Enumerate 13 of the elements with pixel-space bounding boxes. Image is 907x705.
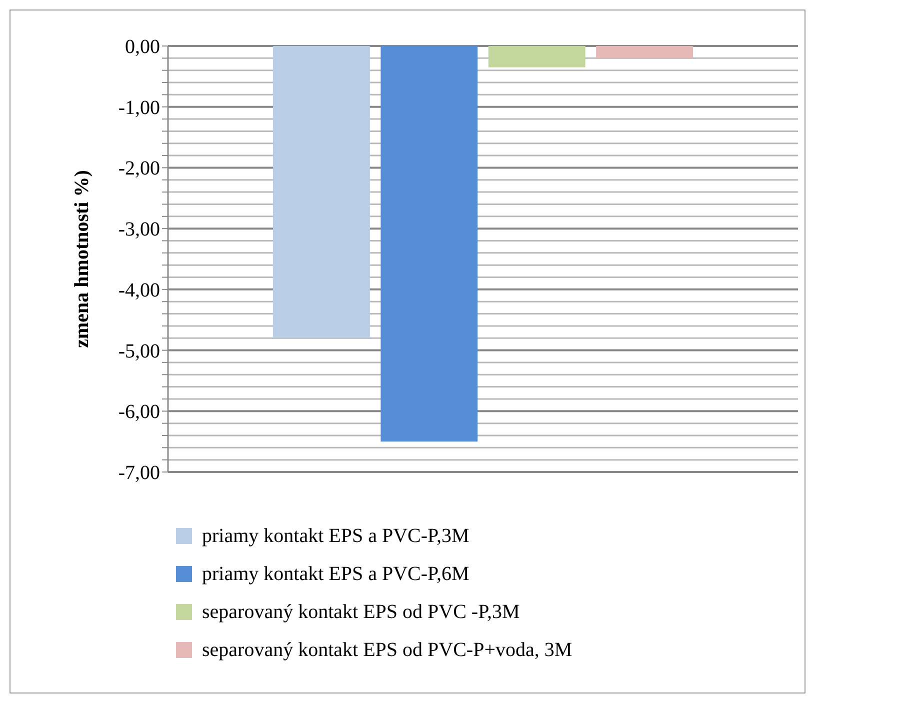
y-tick-label: -6,00 <box>118 401 160 424</box>
legend-label: separovaný kontakt EPS od PVC -P,3M <box>202 601 520 623</box>
y-tick-label: -1,00 <box>118 96 160 119</box>
legend-label: separovaný kontakt EPS od PVC-P+voda, 3M <box>202 639 572 661</box>
legend-label: priamy kontakt EPS a PVC-P,6M <box>202 563 470 585</box>
y-tick-label: -3,00 <box>118 218 160 241</box>
y-axis-title: zmena hmotnosti %) <box>71 170 93 348</box>
legend-label: priamy kontakt EPS a PVC-P,3M <box>202 525 470 547</box>
y-tick-label: -4,00 <box>118 279 160 302</box>
y-tick-label: -5,00 <box>118 340 160 362</box>
y-tick-label: -2,00 <box>118 158 160 180</box>
y-tick-label: -7,00 <box>118 462 160 484</box>
y-tick-label: 0,00 <box>125 36 160 58</box>
